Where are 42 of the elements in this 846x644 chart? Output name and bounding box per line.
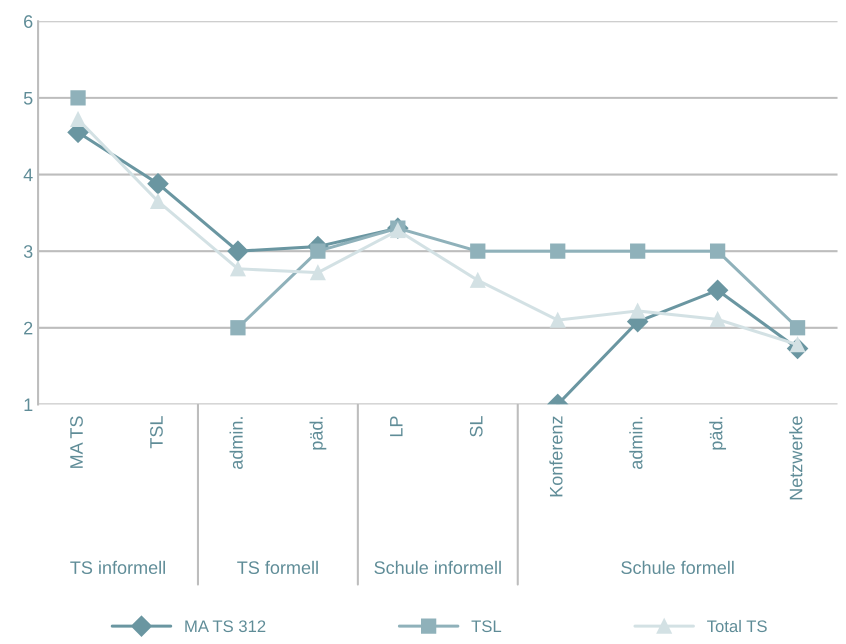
point [147, 173, 169, 194]
x-tick-label: MA TS [70, 416, 83, 468]
legend-label: MA TS 312 [185, 620, 266, 632]
x-tick-label: TSL [150, 416, 163, 448]
y-tick-label: 5 [24, 92, 32, 105]
point [550, 244, 566, 259]
point [70, 112, 86, 127]
point [230, 261, 246, 276]
point [707, 280, 728, 301]
x-tick-label: admin. [629, 417, 643, 469]
x-tick-label: päd. [709, 417, 726, 450]
text: Schule informell [374, 560, 501, 574]
point [230, 320, 246, 336]
point [630, 303, 646, 319]
point [630, 244, 646, 259]
text: TS formell [237, 560, 318, 574]
x-tick-label: Konferenz [549, 416, 563, 496]
point [710, 312, 726, 328]
point [227, 240, 248, 262]
x-tick-label: LP [390, 416, 402, 436]
point [70, 90, 86, 106]
x-tick-label: Netzwerke [789, 416, 802, 500]
point [150, 194, 166, 209]
point [470, 244, 486, 259]
text: Schule formell [621, 560, 734, 574]
x-tick-label: päd. [309, 417, 326, 450]
y-tick-label: 1 [24, 398, 32, 411]
x-tick-label: SL [470, 416, 483, 437]
legend-label: TSL [472, 620, 502, 632]
legend-label: Total TS [707, 620, 767, 632]
y-tick-label: 3 [24, 245, 32, 258]
point [470, 272, 486, 288]
point [710, 244, 726, 259]
point [310, 244, 326, 259]
y-tick-label: 2 [24, 322, 32, 334]
y-tick-label: 4 [24, 168, 33, 182]
point [790, 320, 806, 336]
point [310, 264, 326, 280]
y-tick-label: 6 [24, 15, 32, 28]
text: TS informell [70, 560, 165, 574]
x-tick-label: admin. [230, 417, 243, 469]
point [550, 312, 566, 328]
